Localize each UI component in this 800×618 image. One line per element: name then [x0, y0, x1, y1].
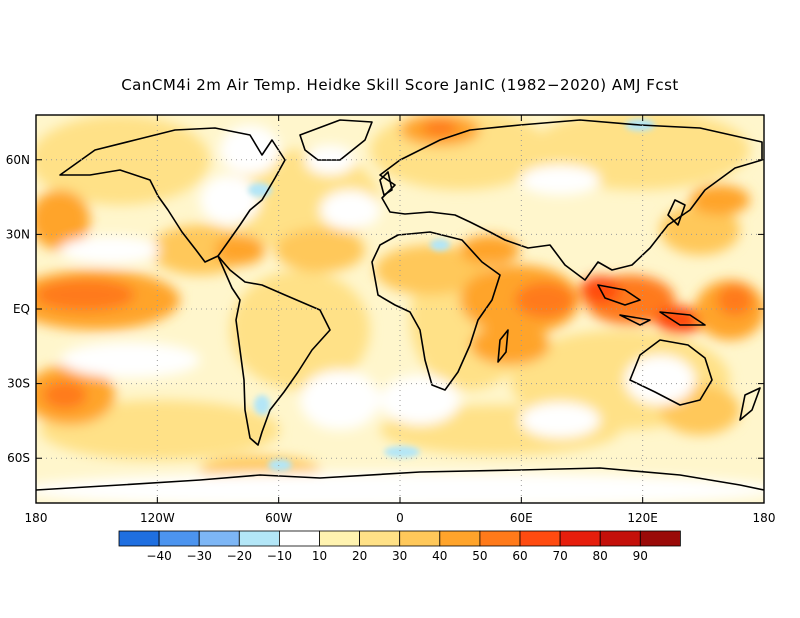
lon-tick-label: 60E	[510, 511, 533, 525]
colorbar-label: 70	[552, 549, 567, 563]
map-title: CanCM4i 2m Air Temp. Heidke Skill Score …	[121, 76, 679, 94]
lat-tick-label: 30S	[7, 377, 30, 391]
colorbar-swatch	[278, 530, 320, 547]
colorbar-label: 80	[593, 549, 608, 563]
coastlines	[36, 119, 764, 491]
colorbar-label: 30	[392, 549, 407, 563]
colorbar-swatch	[519, 530, 561, 547]
colorbar-label: 20	[352, 549, 367, 563]
colorbar-swatch	[399, 530, 441, 547]
colorbar-label: 50	[472, 549, 487, 563]
lon-tick-label: 180	[753, 511, 776, 525]
skill-field	[36, 115, 764, 503]
colorbar-swatch	[479, 530, 521, 547]
colorbar-swatch	[118, 530, 160, 547]
colorbar-label: 90	[633, 549, 648, 563]
colorbar-swatch	[559, 530, 601, 547]
colorbar-label: 40	[432, 549, 447, 563]
lon-tick-label: 120E	[627, 511, 658, 525]
colorbar-swatch	[599, 530, 641, 547]
lat-tick-label: EQ	[13, 302, 30, 316]
colorbar-swatch	[319, 530, 360, 547]
colorbar-swatch	[359, 530, 401, 547]
lat-tick-label: 60S	[7, 451, 30, 465]
colorbar-label: −20	[227, 549, 252, 563]
colorbar-label: −10	[267, 549, 292, 563]
colorbar-swatch	[238, 530, 280, 547]
lon-tick-label: 120W	[140, 511, 175, 525]
lat-tick-label: 60N	[6, 153, 30, 167]
colorbar: −40 −30 −20 −10 10 20 30 40 50 60 70 80 90	[118, 530, 681, 563]
lon-tick-label: 0	[396, 511, 404, 525]
lat-tick-label: 30N	[6, 227, 30, 241]
colorbar-label: −40	[146, 549, 171, 563]
colorbar-swatch	[639, 530, 681, 547]
colorbar-label: 10	[312, 549, 327, 563]
colorbar-swatch	[198, 530, 240, 547]
colorbar-label: 60	[512, 549, 527, 563]
lon-tick-label: 60W	[265, 511, 292, 525]
colorbar-swatch	[158, 530, 200, 547]
colorbar-label: −30	[187, 549, 212, 563]
colorbar-swatch	[439, 530, 481, 547]
lon-tick-label: 180	[25, 511, 48, 525]
map-axes: 180 120W 60W 0 60E 120E 180 60N 30N EQ 30S 60S	[6, 115, 776, 525]
